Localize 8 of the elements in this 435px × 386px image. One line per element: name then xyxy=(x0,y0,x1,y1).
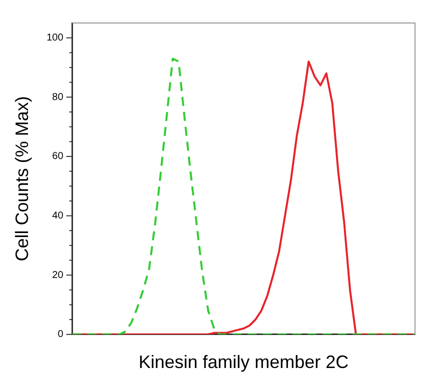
y-tick-label: 0 xyxy=(58,329,64,340)
y-tick-label: 80 xyxy=(52,92,64,103)
y-tick-label: 20 xyxy=(52,270,64,281)
x-axis-title: Kinesin family member 2C xyxy=(138,352,349,372)
y-axis-title: Cell Counts (% Max) xyxy=(12,96,32,262)
y-tick-label: 60 xyxy=(52,151,64,162)
y-tick-label: 40 xyxy=(52,210,64,222)
y-tick-label: 100 xyxy=(46,32,64,44)
